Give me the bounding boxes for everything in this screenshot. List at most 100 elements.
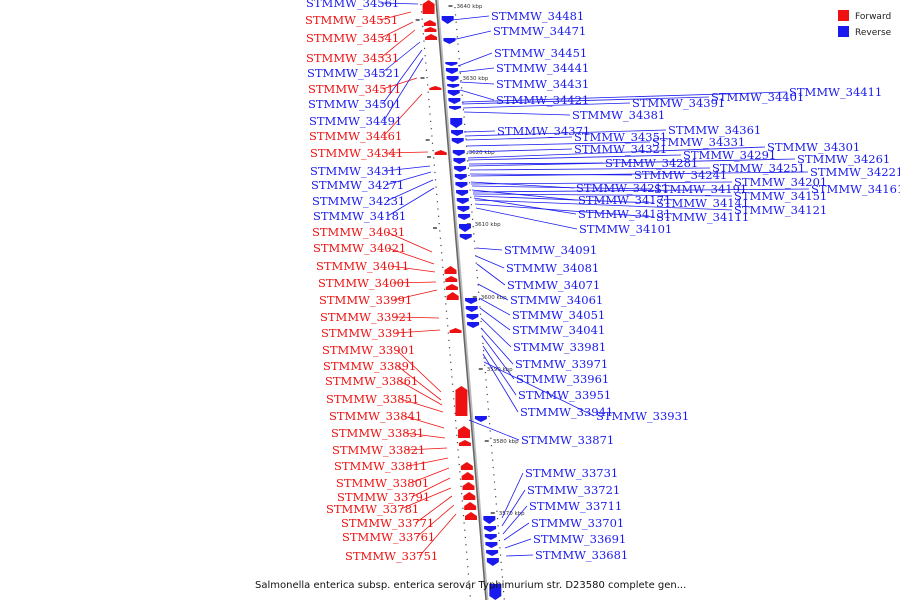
gene-label: STMMW_33991 (319, 293, 412, 307)
forward-gene-arrow (461, 472, 474, 480)
minor-tick-dot (466, 153, 468, 155)
gene-label: STMMW_34251 (712, 161, 805, 175)
gene-label: STMMW_34361 (668, 123, 761, 137)
minor-tick-dot (426, 77, 428, 79)
gene-label: STMMW_33871 (521, 433, 614, 447)
gene-label: STMMW_34441 (496, 61, 589, 75)
gene-label: STMMW_33861 (325, 374, 418, 388)
gene-label: STMMW_34311 (310, 164, 403, 178)
minor-tick-dot (482, 350, 485, 352)
minor-tick-dot (487, 408, 489, 410)
minor-tick-dot (497, 525, 499, 527)
minor-tick-dot (472, 226, 474, 228)
minor-tick-dot (457, 43, 459, 45)
minor-tick-dot (468, 182, 471, 184)
gene-label: STMMW_33901 (322, 343, 415, 357)
minor-tick-dot (422, 25, 424, 28)
minor-tick-dot (436, 201, 438, 203)
gene-label: STMMW_34051 (512, 308, 605, 322)
leader-line (410, 467, 450, 484)
reverse-gene-arrow (454, 166, 467, 172)
minor-tick-dot (499, 554, 502, 556)
reverse-gene-arrow (486, 550, 499, 556)
gene-labels: STMMW_34551STMMW_34541STMMW_34531STMMW_3… (305, 0, 900, 563)
leader-line (474, 203, 655, 218)
forward-gene-arrow (445, 276, 458, 282)
minor-tick-dot (433, 164, 435, 166)
forward-gene-arrow (434, 150, 447, 155)
gene-label: STMMW_34431 (496, 77, 589, 91)
forward-gene-arrow (458, 426, 470, 438)
leader-line (471, 185, 653, 190)
leader-line (395, 329, 441, 334)
leader-line (470, 171, 809, 177)
reverse-gene-arrow (459, 224, 471, 232)
minor-tick-dot (482, 342, 484, 344)
minor-tick-dot (460, 485, 462, 487)
minor-tick-dot (464, 529, 466, 531)
leader-line (419, 513, 457, 557)
leader-line (463, 130, 496, 133)
minor-tick-dot (441, 259, 443, 261)
leader-line (406, 447, 448, 451)
gene-label: STMMW_33981 (513, 340, 606, 354)
leader-line (390, 265, 436, 273)
gene-label: STMMW_33751 (345, 549, 438, 563)
forward-gene-arrow (429, 86, 442, 90)
minor-tick-dot (467, 566, 469, 568)
minor-tick-dot (494, 488, 496, 490)
minor-tick-dot (438, 223, 440, 225)
leader-line (411, 477, 451, 498)
minor-tick-dot (500, 561, 502, 563)
minor-tick-dot (502, 583, 504, 585)
minor-tick-dot (437, 208, 439, 210)
minor-tick-dot (442, 266, 444, 268)
leader-line (481, 335, 515, 380)
kbp-tick-label: 3620 kbp (469, 150, 495, 156)
leader-line (464, 129, 667, 137)
minor-tick-dot (498, 532, 500, 534)
minor-tick-dot (420, 11, 423, 13)
minor-tick-dot (503, 598, 505, 600)
reverse-gene-arrow (459, 234, 472, 240)
leader-line (416, 504, 455, 538)
minor-tick-dot (496, 510, 498, 512)
minor-tick-dot (478, 299, 480, 301)
leader-line (480, 327, 514, 365)
minor-tick-dot (462, 507, 464, 509)
reverse-gene-arrow (451, 138, 464, 144)
gene-label: STMMW_33921 (320, 310, 413, 324)
minor-tick-dot (492, 459, 494, 461)
minor-tick-dot (459, 478, 462, 480)
minor-tick-dot (461, 87, 463, 89)
leader-line (385, 171, 432, 186)
gene-label: STMMW_34491 (309, 114, 402, 128)
gene-label: STMMW_33791 (337, 490, 430, 504)
minor-tick-dot (454, 7, 456, 9)
leader-line (415, 495, 453, 524)
minor-tick-dot (493, 481, 496, 483)
gene-label: STMMW_34221 (810, 165, 900, 179)
kbp-tick-label: 3630 kbp (463, 76, 489, 82)
minor-tick-dot (458, 58, 460, 60)
minor-tick-dot (434, 179, 437, 181)
forward-gene-arrow (463, 492, 476, 500)
leader-line (384, 165, 431, 172)
minor-tick-dot (428, 98, 430, 101)
forward-gene-arrow (462, 482, 475, 490)
leader-line (458, 67, 495, 73)
leader-line (505, 554, 534, 557)
leader-line (405, 432, 446, 439)
forward-gene-arrow (449, 328, 462, 333)
gene-label: STMMW_34011 (316, 259, 409, 273)
kbp-tick-label: 3570 kbp (499, 511, 525, 517)
gene-label: STMMW_34411 (789, 85, 882, 99)
leader-line (382, 49, 423, 105)
minor-tick-dot (484, 364, 486, 366)
reverse-gene-arrow (441, 16, 454, 24)
minor-tick-dot (429, 113, 431, 115)
leader-line (408, 457, 449, 467)
minor-tick-dot (491, 452, 493, 454)
reverse-gene-arrow (449, 106, 461, 110)
